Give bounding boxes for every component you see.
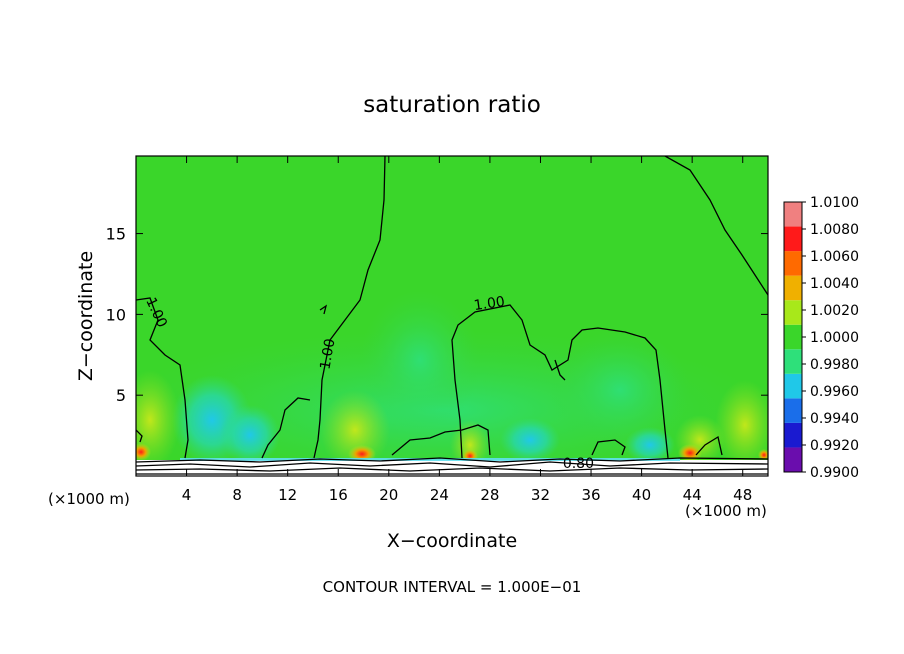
colorbar-label: 0.9940 <box>810 411 859 427</box>
heatmap-field <box>136 156 768 476</box>
contour-line <box>664 156 768 296</box>
y-axis-label: Z−coordinate <box>75 251 97 381</box>
x-tick-label: 40 <box>632 486 651 504</box>
x-tick-label: 20 <box>379 486 398 504</box>
x-tick-label: 28 <box>480 486 499 504</box>
colorbar-label: 1.0040 <box>810 276 859 292</box>
plot-frame <box>135 155 769 477</box>
contour-line <box>313 156 386 459</box>
colorbar-swatch <box>784 398 802 423</box>
field-teal-patch <box>550 330 690 450</box>
colorbar: 0.9900 0.9920 0.9940 0.9960 0.9980 1.0000 1.00… <box>783 195 859 481</box>
x-axis-unit-left: (×1000 m) <box>48 490 130 508</box>
contour-line <box>136 457 768 463</box>
field-cyan-patch <box>220 405 280 465</box>
x-axis-unit-right: (×1000 m) <box>685 502 767 520</box>
x-tick-label: 32 <box>531 486 550 504</box>
field-yellow-patch <box>715 380 768 470</box>
colorbar-swatch <box>784 373 802 399</box>
contour-labels: 1.001.001.000.80 <box>142 294 594 472</box>
colorbar-label: 1.0020 <box>810 303 859 319</box>
chart-title: saturation ratio <box>363 92 541 118</box>
contour-line <box>136 429 143 443</box>
contour-line <box>591 439 626 456</box>
field-cyan-patch <box>625 427 675 463</box>
y-axis: 5 10 15 <box>106 225 768 405</box>
x-tick-label: 24 <box>430 486 449 504</box>
x-tick-label: 12 <box>278 486 297 504</box>
y-tick-label: 15 <box>106 225 126 244</box>
colorbar-label: 0.9900 <box>810 465 859 481</box>
colorbar-swatch <box>784 275 802 301</box>
contour-line <box>695 435 723 456</box>
colorbar-label: 0.9920 <box>810 438 859 454</box>
contour-lines <box>136 156 768 475</box>
x-tick-label: 8 <box>232 486 242 504</box>
contour-line <box>554 359 566 381</box>
field-surface-cyan <box>180 458 680 461</box>
x-axis: 4 8 12 16 20 24 28 32 36 40 44 48 <box>182 156 752 504</box>
x-tick-label: 44 <box>683 486 702 504</box>
y-tick-label: 10 <box>106 305 126 324</box>
colorbar-swatch <box>784 447 802 472</box>
field-teal-patch <box>360 290 480 430</box>
contour-line <box>451 304 669 459</box>
field-yellow-patch <box>450 420 490 470</box>
contour-label: 0.80 <box>563 456 594 472</box>
colorbar-label: 1.0080 <box>810 222 859 238</box>
colorbar-label: 1.0000 <box>810 330 859 346</box>
x-axis-label: X−coordinate <box>387 530 517 552</box>
field-cyan-patch <box>500 418 560 462</box>
contour-line <box>391 424 491 456</box>
field-hot-spot <box>758 449 768 461</box>
contour-label: 1.00 <box>317 337 338 370</box>
x-tick-label: 4 <box>182 486 192 504</box>
colorbar-swatch <box>784 422 802 448</box>
contour-line <box>261 397 311 459</box>
contour-interval-note: CONTOUR INTERVAL = 1.000E−01 <box>323 578 582 596</box>
field-hot-spot <box>136 443 151 461</box>
colorbar-swatch <box>784 300 802 325</box>
colorbar-swatch <box>784 226 802 252</box>
contour-line <box>319 304 328 315</box>
contour-line <box>136 461 768 468</box>
y-tick-label: 5 <box>116 386 126 405</box>
colorbar-swatch <box>784 202 802 227</box>
contour-line <box>136 467 768 472</box>
colorbar-swatch <box>784 324 802 350</box>
colorbar-label: 1.0100 <box>810 195 859 211</box>
contour-label: 1.00 <box>473 294 506 314</box>
colorbar-swatch <box>784 349 802 374</box>
colorbar-label: 0.9980 <box>810 357 859 373</box>
colorbar-swatch <box>784 251 802 276</box>
x-tick-label: 48 <box>733 486 752 504</box>
contour-line <box>136 297 189 459</box>
x-tick-label: 36 <box>581 486 600 504</box>
x-tick-label: 16 <box>329 486 348 504</box>
colorbar-label: 0.9960 <box>810 384 859 400</box>
colorbar-label: 1.0060 <box>810 249 859 265</box>
